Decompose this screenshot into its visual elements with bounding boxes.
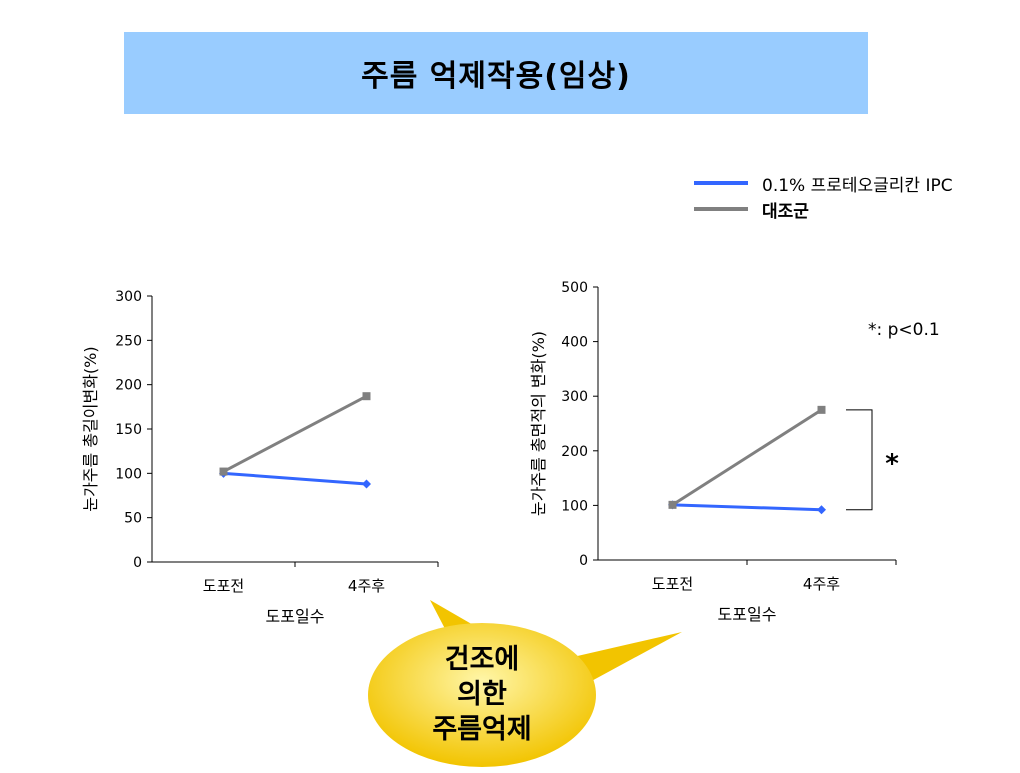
y-tick-label: 500 <box>561 280 588 296</box>
y-tick-label: 100 <box>561 498 588 514</box>
y-tick-label: 300 <box>561 389 588 405</box>
x-axis-label: 도포일수 <box>266 607 325 626</box>
y-tick-label: 150 <box>115 422 142 438</box>
y-tick-label: 50 <box>124 511 142 527</box>
y-tick-label: 250 <box>115 333 142 349</box>
x-tick-label: 도포전 <box>652 575 693 593</box>
data-point-square <box>817 405 826 414</box>
data-point-square <box>362 392 371 401</box>
series-line <box>671 408 823 507</box>
callout-line-1: 건조에 <box>445 644 520 675</box>
legend: 0.1% 프로테오글리칸 IPC 대조군 <box>694 170 953 222</box>
y-tick-label: 0 <box>133 555 142 571</box>
legend-item-control: 대조군 <box>694 196 953 222</box>
page-title: 주름 억제작용(임상) <box>124 32 868 114</box>
y-tick-label: 300 <box>115 289 142 305</box>
y-axis-label: 눈가주름 총면적의 변화(%) <box>529 331 548 516</box>
callout-ellipse <box>368 623 596 767</box>
series-line <box>222 394 368 473</box>
y-axis-label: 눈가주름 총길이변화(%) <box>81 346 100 511</box>
callout-line-3: 주름억제 <box>432 714 531 745</box>
x-axis-label: 도포일수 <box>718 605 777 624</box>
callout-line-2: 의한 <box>457 679 507 710</box>
series-line <box>223 471 367 486</box>
y-tick-label: 200 <box>561 444 588 460</box>
p-value-note: *: p<0.1 <box>868 320 940 340</box>
x-tick-label: 4주후 <box>348 577 385 595</box>
data-point-square <box>219 467 228 476</box>
y-tick-label: 100 <box>115 466 142 482</box>
legend-item-ipc: 0.1% 프로테오글리칸 IPC <box>694 170 953 196</box>
legend-label-ipc: 0.1% 프로테오글리칸 IPC <box>762 175 953 196</box>
legend-swatch-control <box>694 207 748 211</box>
x-tick-label: 4주후 <box>803 575 840 593</box>
significance-mark: * <box>885 449 899 479</box>
significance-bracket <box>846 409 873 511</box>
data-point-diamond <box>817 505 826 515</box>
series-line <box>672 503 822 512</box>
y-tick-label: 400 <box>561 335 588 351</box>
data-point-square <box>668 500 677 509</box>
x-tick-label: 도포전 <box>203 577 244 595</box>
y-tick-label: 200 <box>115 378 142 394</box>
legend-label-control: 대조군 <box>762 201 809 222</box>
data-point-diamond <box>362 479 371 489</box>
legend-swatch-ipc <box>694 181 748 185</box>
y-tick-label: 0 <box>579 553 588 569</box>
